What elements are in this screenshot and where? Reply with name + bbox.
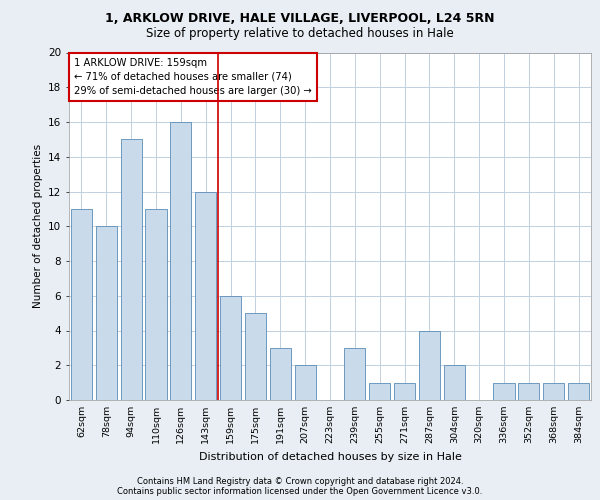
Bar bbox=[170, 122, 191, 400]
Bar bbox=[369, 382, 390, 400]
Bar bbox=[220, 296, 241, 400]
Bar bbox=[295, 365, 316, 400]
Bar bbox=[518, 382, 539, 400]
Bar bbox=[344, 348, 365, 400]
Bar bbox=[145, 209, 167, 400]
Bar bbox=[394, 382, 415, 400]
Y-axis label: Number of detached properties: Number of detached properties bbox=[32, 144, 43, 308]
Bar bbox=[121, 140, 142, 400]
Bar bbox=[543, 382, 564, 400]
Text: 1 ARKLOW DRIVE: 159sqm
← 71% of detached houses are smaller (74)
29% of semi-det: 1 ARKLOW DRIVE: 159sqm ← 71% of detached… bbox=[74, 58, 312, 96]
Text: Size of property relative to detached houses in Hale: Size of property relative to detached ho… bbox=[146, 28, 454, 40]
X-axis label: Distribution of detached houses by size in Hale: Distribution of detached houses by size … bbox=[199, 452, 461, 462]
Text: Contains HM Land Registry data © Crown copyright and database right 2024.: Contains HM Land Registry data © Crown c… bbox=[137, 477, 463, 486]
Bar bbox=[568, 382, 589, 400]
Bar bbox=[270, 348, 291, 400]
Bar bbox=[419, 330, 440, 400]
Bar bbox=[493, 382, 515, 400]
Bar bbox=[96, 226, 117, 400]
Bar bbox=[71, 209, 92, 400]
Bar bbox=[444, 365, 465, 400]
Text: Contains public sector information licensed under the Open Government Licence v3: Contains public sector information licen… bbox=[118, 487, 482, 496]
Text: 1, ARKLOW DRIVE, HALE VILLAGE, LIVERPOOL, L24 5RN: 1, ARKLOW DRIVE, HALE VILLAGE, LIVERPOOL… bbox=[105, 12, 495, 26]
Bar bbox=[195, 192, 216, 400]
Bar bbox=[245, 313, 266, 400]
